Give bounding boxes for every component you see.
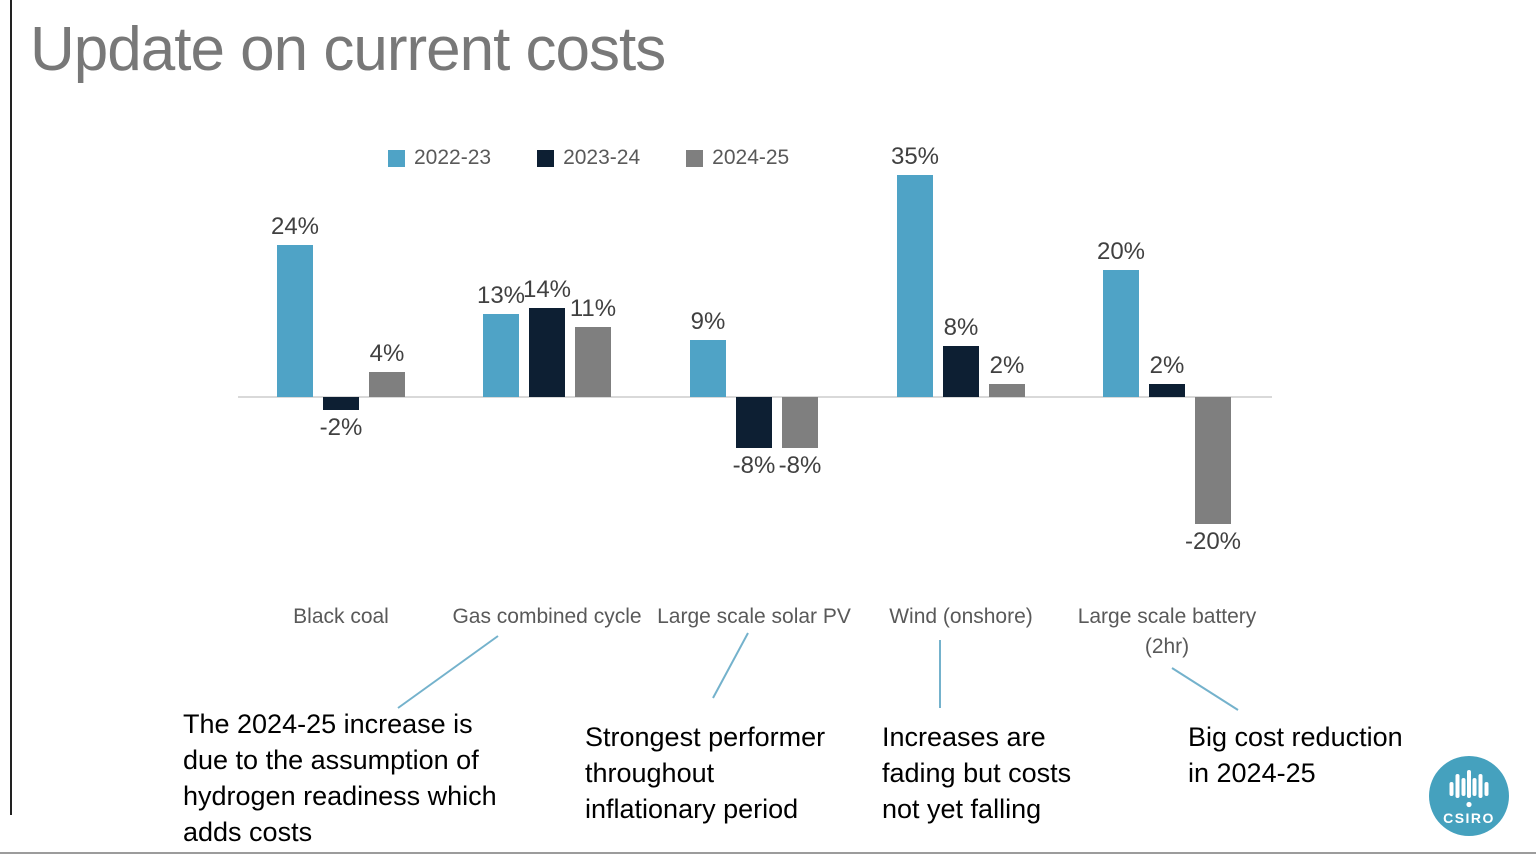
- bar-value-label: 2%: [989, 352, 1025, 380]
- legend-item-2024-25: 2024-25: [686, 146, 789, 170]
- csiro-soundwave-icon: [1449, 770, 1489, 808]
- left-edge-line: [10, 0, 12, 815]
- bar-value-label: 13%: [476, 282, 526, 310]
- bar-2023-24-Large scale solar PV: [736, 397, 772, 448]
- category-label: Black coal: [293, 605, 389, 628]
- bar-value-label: -8%: [778, 451, 822, 479]
- bar-value-label: -2%: [319, 413, 363, 441]
- legend-label: 2022-23: [414, 146, 492, 169]
- annotation-battery: Big cost reduction in 2024-25: [1188, 722, 1403, 788]
- bar-2024-25-Large scale solar PV: [782, 397, 818, 448]
- bar-2023-24-Black coal: [323, 397, 359, 410]
- bar-2024-25-Black coal: [369, 371, 405, 397]
- bar-2022-23-Wind (onshore): [897, 174, 933, 397]
- csiro-logo: CSIRO: [1429, 756, 1509, 836]
- page-title: Update on current costs: [30, 15, 666, 84]
- bar-value-label: -8%: [732, 451, 776, 479]
- bar-2022-23-Gas combined cycle: [483, 314, 519, 397]
- legend-item-2023-24: 2023-24: [537, 146, 640, 170]
- legend-item-2022-23: 2022-23: [388, 146, 491, 170]
- bottom-border-line: [0, 852, 1536, 854]
- bar-2022-23-Black coal: [277, 244, 313, 397]
- bar-2022-23-Large scale solar PV: [690, 339, 726, 397]
- category-label: Large scale solar PV: [657, 605, 851, 628]
- annotation-wind: Increases are fading but costs not yet f…: [882, 722, 1072, 824]
- bar-2024-25-Wind (onshore): [989, 384, 1025, 397]
- category-label: Gas combined cycle: [452, 605, 642, 628]
- bar-2024-25-Gas combined cycle: [575, 327, 611, 397]
- legend-swatch-icon: [537, 149, 555, 167]
- legend-swatch-icon: [388, 149, 405, 167]
- bar-value-label: 11%: [569, 295, 617, 323]
- legend-label: 2023-24: [563, 146, 641, 169]
- legend-label: 2024-25: [712, 146, 790, 169]
- bar-value-label: -20%: [1184, 528, 1242, 555]
- bar-value-label: 8%: [943, 314, 979, 342]
- annotation-solar: Strongest performer throughout inflation…: [585, 722, 826, 824]
- bar-value-label: 35%: [890, 142, 940, 170]
- chart-legend: 2022-23 2023-24 2024-25: [388, 146, 789, 170]
- bar-value-label: 14%: [522, 276, 572, 304]
- bar-value-label: 2%: [1149, 352, 1185, 380]
- category-label: Large scale battery (2hr): [1077, 605, 1257, 658]
- bar-value-label: 4%: [369, 339, 405, 367]
- bar-2023-24-Large scale battery (2hr): [1149, 384, 1185, 397]
- bar-2024-25-Large scale battery (2hr): [1195, 397, 1231, 524]
- category-label: Wind (onshore): [889, 605, 1033, 628]
- bar-2023-24-Wind (onshore): [943, 346, 979, 397]
- bar-value-label: 9%: [690, 307, 726, 335]
- bar-2022-23-Large scale battery (2hr): [1103, 270, 1139, 397]
- bar-2023-24-Gas combined cycle: [529, 308, 565, 397]
- bar-value-label: 20%: [1096, 238, 1146, 265]
- legend-swatch-icon: [686, 149, 704, 167]
- annotation-gas: The 2024-25 increase is due to the assum…: [183, 709, 497, 847]
- bar-value-label: 24%: [270, 212, 320, 240]
- csiro-logo-text: CSIRO: [1443, 810, 1495, 826]
